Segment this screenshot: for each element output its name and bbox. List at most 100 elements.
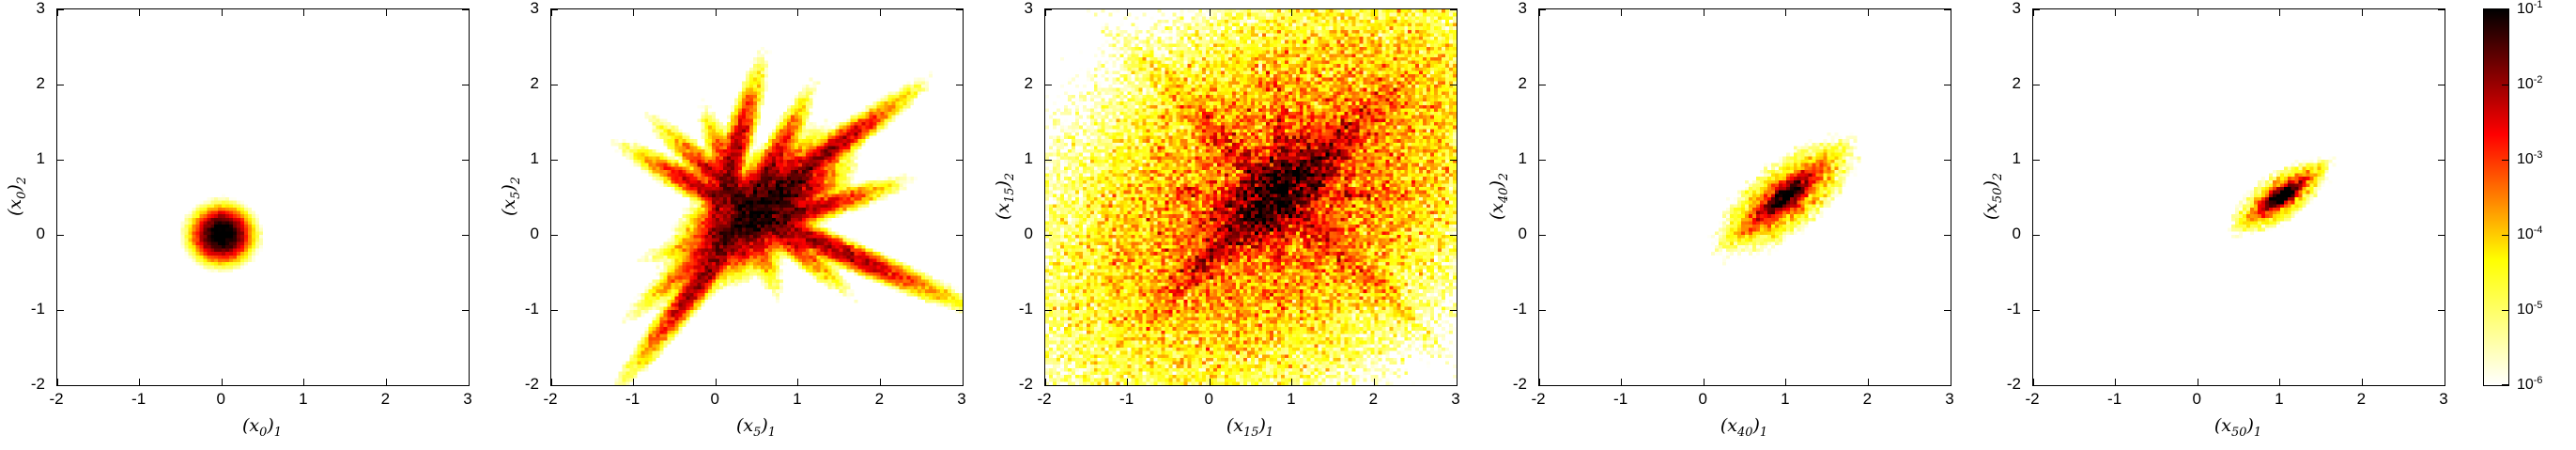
y-tick-label: 1 — [530, 149, 539, 167]
tick-mark — [1450, 234, 1457, 236]
x-tick-label: 2 — [1368, 390, 1379, 408]
tick-mark — [962, 9, 964, 16]
tick-mark — [551, 384, 558, 386]
x-tick-labels: -2 -1 0 1 2 3 — [2025, 390, 2447, 409]
y-tick-label: -2 — [2006, 375, 2021, 393]
tick-mark — [1045, 384, 1052, 386]
y-tick-labels: -2 -1 0 1 2 3 — [995, 0, 1039, 393]
x-tick-label: 2 — [1862, 390, 1873, 408]
x-axis-label: (x0)1 — [242, 415, 282, 440]
x-axis-label: (x15)1 — [1226, 415, 1274, 440]
tick-mark — [1539, 159, 1546, 161]
tick-mark — [1621, 9, 1623, 16]
x-tick-label: 3 — [1451, 390, 1460, 408]
y-tick-label: 1 — [1518, 149, 1527, 167]
y-tick-label: 2 — [2012, 74, 2021, 92]
tick-mark — [303, 379, 305, 385]
tick-mark — [2361, 9, 2363, 16]
y-tick-label: -2 — [524, 375, 539, 393]
tick-mark — [385, 9, 387, 16]
tick-mark — [962, 379, 964, 385]
tick-mark — [57, 309, 64, 311]
tick-mark — [1944, 384, 1951, 386]
panel-x50: (x50)2 -2 -1 0 1 2 3 -2 -1 0 1 2 3 (x50)1 — [1976, 0, 2470, 450]
tick-mark — [1044, 379, 1046, 385]
tick-mark — [1785, 379, 1787, 385]
colorbar-tick-label: 10-3 — [2517, 148, 2543, 168]
y-tick-label: -1 — [2006, 300, 2021, 318]
tick-mark — [1127, 379, 1129, 385]
y-tick-label: -1 — [1018, 300, 1033, 318]
plot-area-x40 — [1538, 8, 1951, 386]
tick-mark — [57, 384, 64, 386]
x-tick-label: 3 — [463, 390, 472, 408]
tick-mark — [956, 8, 963, 10]
tick-mark — [2438, 8, 2445, 10]
tick-mark — [551, 234, 558, 236]
tick-mark — [956, 384, 963, 386]
x-tick-label: -2 — [543, 390, 558, 408]
tick-mark — [2033, 159, 2040, 161]
tick-mark — [1450, 159, 1457, 161]
tick-mark — [1944, 309, 1951, 311]
tick-mark — [1944, 159, 1951, 161]
tick-mark — [1045, 234, 1052, 236]
y-tick-label: 1 — [2012, 149, 2021, 167]
x-tick-label: 3 — [957, 390, 966, 408]
tick-mark — [551, 159, 558, 161]
tick-mark — [879, 379, 881, 385]
x-tick-label: -2 — [49, 390, 64, 408]
tick-mark — [57, 8, 64, 10]
x-tick-label: -2 — [1531, 390, 1546, 408]
tick-mark — [56, 9, 58, 16]
x-tick-labels: -2 -1 0 1 2 3 — [1037, 390, 1460, 409]
x-tick-label: 1 — [2275, 390, 2284, 408]
y-tick-label: 0 — [36, 225, 45, 242]
x-tick-label: 0 — [1698, 390, 1707, 408]
y-tick-label: 0 — [1518, 225, 1527, 242]
plot-area-x50 — [2032, 8, 2445, 386]
tick-mark — [468, 379, 470, 385]
y-tick-label: -2 — [30, 375, 45, 393]
tick-mark — [1291, 379, 1293, 385]
tick-mark — [1867, 9, 1869, 16]
tick-mark — [2033, 8, 2040, 10]
tick-mark — [2033, 384, 2040, 386]
x-tick-label: 0 — [1204, 390, 1213, 408]
tick-mark — [2438, 309, 2445, 311]
colorbar-tick-label: 10-4 — [2517, 224, 2543, 243]
tick-mark — [1373, 9, 1375, 16]
x-tick-label: 0 — [2192, 390, 2201, 408]
x-tick-label: -2 — [1037, 390, 1052, 408]
tick-mark — [1373, 379, 1375, 385]
tick-mark — [139, 9, 141, 16]
y-tick-label: 2 — [1024, 74, 1033, 92]
y-tick-label: 3 — [36, 0, 45, 17]
tick-mark — [1944, 8, 1951, 10]
colorbar-tick-mark — [2502, 234, 2508, 236]
x-tick-label: 1 — [299, 390, 308, 408]
tick-mark — [1539, 384, 1546, 386]
y-tick-label: -1 — [524, 300, 539, 318]
panel-x0: (x0)2 -2 -1 0 1 2 3 -2 -1 0 1 2 3 (x0)1 — [0, 0, 494, 450]
tick-mark — [462, 159, 469, 161]
tick-mark — [2115, 379, 2117, 385]
y-tick-labels: -2 -1 0 1 2 3 — [1489, 0, 1533, 393]
x-tick-label: 1 — [1781, 390, 1790, 408]
tick-mark — [956, 234, 963, 236]
x-tick-labels: -2 -1 0 1 2 3 — [543, 390, 966, 409]
colorbar-tick-labels: 10-1 10-2 10-3 10-4 10-5 10-6 — [2470, 0, 2576, 450]
tick-mark — [551, 8, 558, 10]
tick-mark — [462, 384, 469, 386]
tick-mark — [797, 379, 799, 385]
tick-mark — [879, 9, 881, 16]
x-tick-labels: -2 -1 0 1 2 3 — [49, 390, 472, 409]
tick-mark — [462, 8, 469, 10]
tick-mark — [221, 9, 223, 16]
x-tick-labels: -2 -1 0 1 2 3 — [1531, 390, 1953, 409]
x-tick-label: -1 — [2107, 390, 2122, 408]
plot-area-x0 — [56, 8, 470, 386]
tick-mark — [1045, 309, 1052, 311]
colorbar-tick-label: 10-6 — [2517, 374, 2543, 394]
